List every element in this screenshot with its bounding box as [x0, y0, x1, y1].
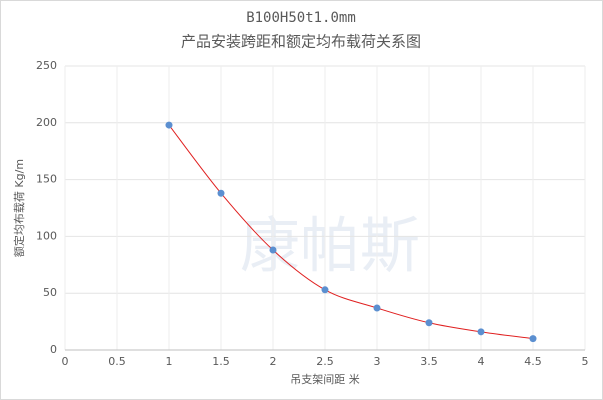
data-point — [477, 328, 485, 336]
data-point — [165, 121, 173, 129]
x-tick-label: 4 — [478, 355, 485, 368]
chart-title: B100H50t1.0mm — [246, 10, 356, 26]
x-tick-label: 1.5 — [212, 355, 230, 368]
data-point — [269, 246, 277, 254]
x-tick-label: 3.5 — [420, 355, 438, 368]
watermark: 康帕斯 — [240, 212, 420, 282]
y-tick-label: 250 — [36, 59, 57, 72]
y-tick-label: 50 — [43, 286, 57, 299]
y-tick-label: 200 — [36, 116, 57, 129]
x-tick-label: 4.5 — [524, 355, 542, 368]
chart-subtitle: 产品安装跨距和额定均布载荷关系图 — [181, 33, 421, 51]
x-tick-label: 2 — [270, 355, 277, 368]
x-tick-label: 1 — [166, 355, 173, 368]
data-point — [217, 189, 225, 197]
y-axis-label: 额定均布载荷 Kg/m — [12, 159, 26, 257]
x-axis-label: 吊支架间距 米 — [290, 373, 360, 386]
x-tick-label: 3 — [374, 355, 381, 368]
data-point — [373, 304, 381, 312]
y-tick-label: 0 — [50, 343, 57, 356]
x-tick-label: 2.5 — [316, 355, 334, 368]
x-tick-label: 5 — [582, 355, 589, 368]
x-tick-label: 0 — [62, 355, 69, 368]
data-point — [425, 319, 433, 327]
x-tick-label: 0.5 — [108, 355, 126, 368]
data-point — [321, 286, 329, 294]
data-point — [529, 335, 537, 343]
y-tick-label: 100 — [36, 229, 57, 242]
y-tick-label: 150 — [36, 173, 57, 186]
